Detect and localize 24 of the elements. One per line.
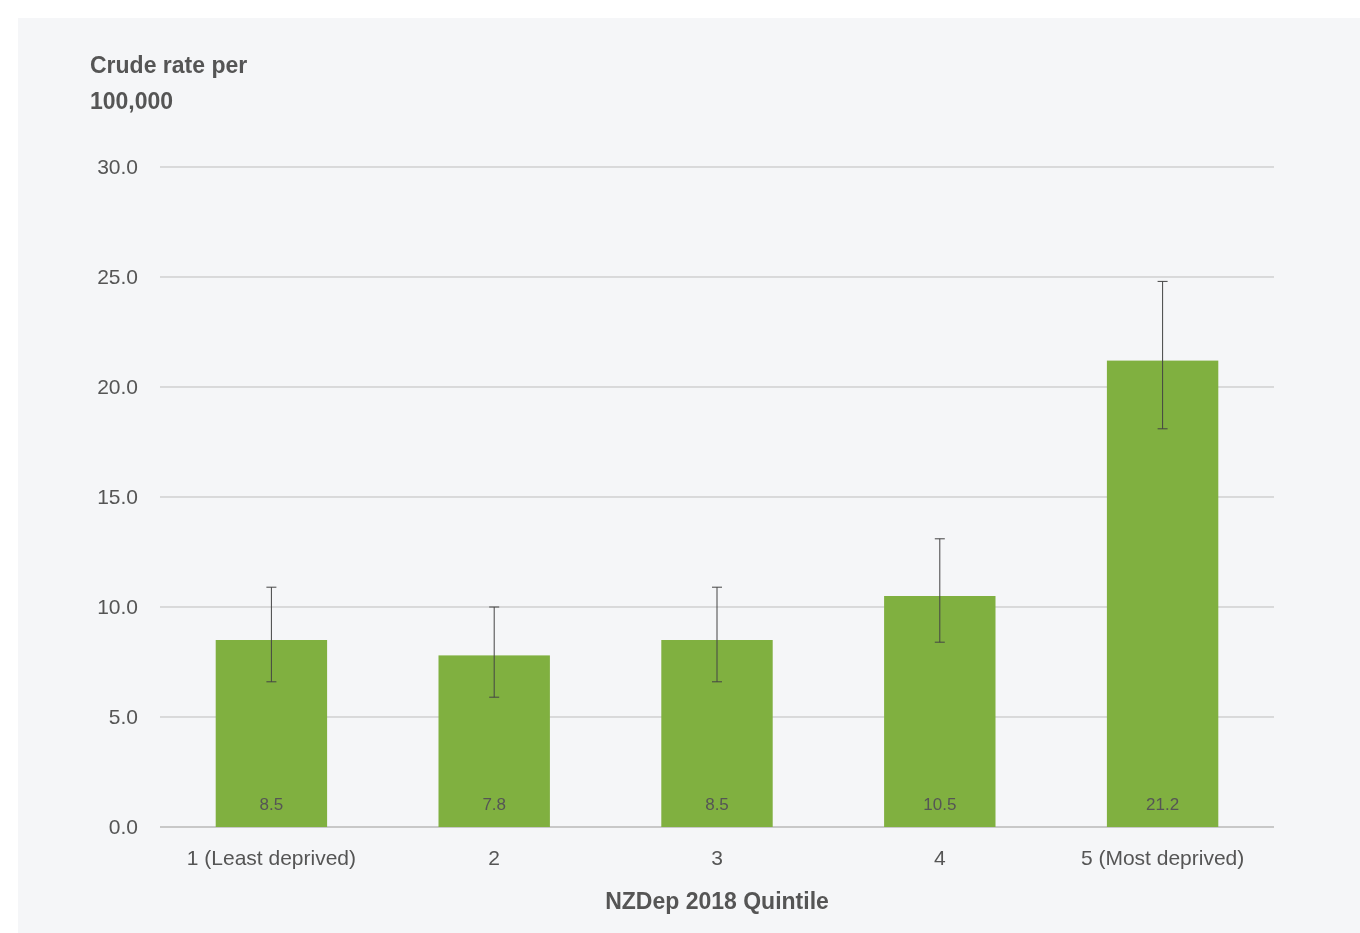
bar [215,640,328,827]
y-tick-label: 25.0 [97,265,138,289]
bar [438,655,550,827]
y-tick-label: 15.0 [97,485,138,509]
data-label: 21.2 [1146,795,1180,814]
bar [1106,360,1219,827]
y-tick-label: 0.0 [108,815,138,839]
x-tick-label: 2 [488,846,501,869]
x-tick-label: 4 [933,846,946,869]
x-tick-label: 5 (Most deprived) [1080,846,1245,869]
bar [884,596,996,827]
y-tick-label: 20.0 [97,375,138,399]
y-tick-label: 10.0 [97,595,138,619]
data-label: 7.8 [482,795,507,814]
y-axis-title: Crude rate per 100,000 [90,52,248,114]
data-label: 10.5 [923,795,957,814]
y-tick-label: 30.0 [97,155,138,179]
data-label: 8.5 [705,795,729,814]
x-tick-label: 3 [711,846,723,869]
data-label: 8.5 [259,795,284,814]
x-tick-label: 1 (Least deprived) [186,846,357,869]
x-axis-title: NZDep 2018 Quintile [605,888,829,914]
bar [661,640,773,827]
y-tick-label: 5.0 [108,705,138,729]
